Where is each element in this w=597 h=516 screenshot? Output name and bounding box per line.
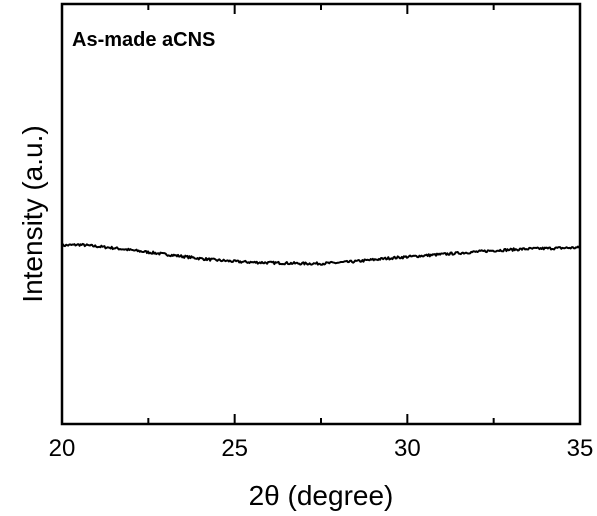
x-tick-label: 20	[49, 435, 76, 462]
x-axis-ticks	[61, 4, 581, 424]
x-tick-label: 35	[567, 435, 594, 462]
series-line	[61, 242, 581, 266]
y-axis-label: Intensity (a.u.)	[17, 125, 48, 302]
x-axis-label: 2θ (degree)	[249, 480, 394, 511]
x-tick-label: 25	[221, 435, 248, 462]
x-tick-label: 30	[394, 435, 421, 462]
annotation-label: As-made aCNS	[72, 29, 215, 51]
x-axis-tick-labels: 20 25 30 35	[49, 435, 594, 462]
plot-frame	[60, 2, 582, 426]
